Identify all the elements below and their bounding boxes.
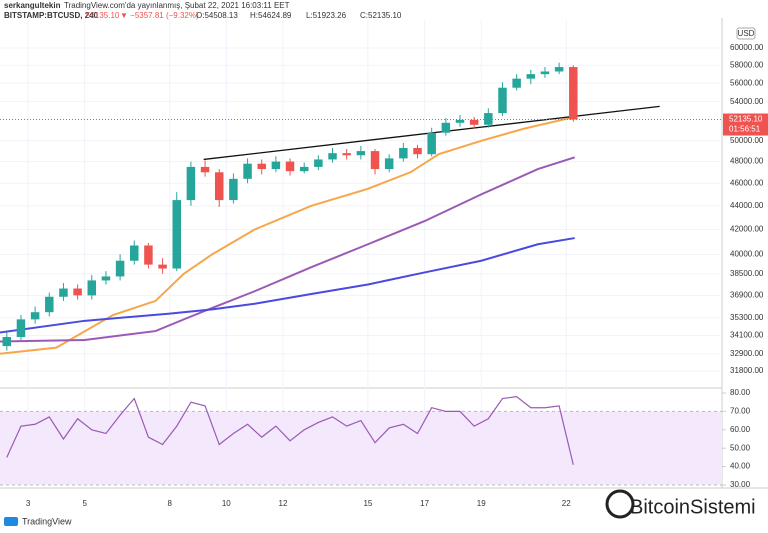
candle-body: [299, 166, 309, 172]
x-tick-label: 19: [477, 499, 486, 508]
candle-body: [73, 288, 82, 296]
change: ▼ −5357.81 (−9.32%): [120, 11, 199, 20]
candle-body: [2, 337, 12, 347]
symbol: BITSTAMP:BTCUSD, 240: [4, 11, 99, 20]
candle-body: [512, 78, 521, 88]
candle-body: [384, 158, 394, 170]
author: serkangultekin: [4, 1, 61, 10]
currency-box: [736, 27, 756, 40]
ohlc-low: L:51923.26: [306, 11, 347, 20]
candle-body: [342, 153, 351, 156]
candle-body: [30, 312, 40, 320]
candle-body: [214, 172, 224, 201]
price-tag-label: 52135.10: [729, 115, 763, 124]
candle-body: [229, 178, 238, 201]
candle-body: [540, 71, 550, 75]
watermark-logo: [605, 489, 635, 519]
y-tick-label: 31800.00: [730, 366, 764, 375]
candle-body: [554, 67, 564, 72]
y-tick-label: 40000.00: [730, 249, 764, 258]
candle-body: [370, 151, 380, 170]
brand-logo: [4, 517, 18, 526]
moving-average: [0, 156, 576, 343]
x-tick-label: 17: [420, 499, 429, 508]
moving-average: [0, 237, 575, 334]
y-tick-label: 56000.00: [730, 78, 764, 87]
ohlc-high: H:54624.89: [250, 11, 292, 20]
candle-body: [469, 119, 479, 125]
y-tick-label: 46000.00: [730, 178, 764, 187]
x-tick-label: 22: [562, 499, 571, 508]
y-tick-label: 42000.00: [730, 225, 764, 234]
candle-body: [314, 159, 323, 167]
y-tick-label: 44000.00: [730, 201, 764, 210]
x-tick-label: 12: [279, 499, 288, 508]
candle-body: [285, 161, 295, 172]
candle-body: [186, 166, 196, 201]
candle-body: [441, 122, 451, 133]
y-tick-label: 32900.00: [730, 349, 764, 358]
y-tick-label: 80.00: [730, 388, 751, 397]
x-tick-label: 10: [222, 499, 231, 508]
y-tick-label: 38500.00: [730, 269, 764, 278]
candle-body: [498, 87, 507, 114]
x-tick-label: 8: [167, 499, 172, 508]
candle-body: [413, 147, 422, 155]
x-tick-label: 5: [82, 499, 87, 508]
candle-body: [328, 153, 337, 160]
candle-body: [144, 245, 153, 265]
currency: USD: [738, 29, 755, 38]
y-tick-label: 36900.00: [730, 290, 764, 299]
candle-body: [115, 260, 125, 277]
candle-body: [455, 119, 465, 123]
candle-body: [158, 264, 167, 269]
y-tick-label: 48000.00: [730, 157, 764, 166]
y-tick-label: 30.00: [730, 480, 751, 489]
last: 52135.10: [86, 11, 120, 20]
candle-body: [271, 161, 281, 170]
y-tick-label: 50000.00: [730, 136, 764, 145]
candle-body: [257, 163, 266, 170]
candle-body: [399, 147, 408, 159]
y-tick-label: 35300.00: [730, 313, 764, 322]
y-tick-label: 54000.00: [730, 97, 764, 106]
candle-body: [243, 163, 252, 179]
candle-body: [59, 288, 68, 297]
x-tick-label: 15: [363, 499, 372, 508]
ohlc-close: C:52135.10: [360, 11, 402, 20]
candle-body: [484, 113, 493, 125]
published: TradingView.com'da yayınlanmış, Şubat 22…: [64, 1, 290, 10]
y-tick-label: 70.00: [730, 407, 751, 416]
countdown: 01:56:51: [729, 125, 761, 134]
candle-body: [101, 276, 111, 281]
ohlc-open: O:54508.13: [196, 11, 238, 20]
candle-body: [172, 200, 181, 269]
moving-average: [0, 115, 575, 355]
watermark: BitcoinSistemi: [630, 496, 756, 518]
candle-body: [526, 74, 536, 79]
rsi-band: [0, 411, 722, 485]
y-tick-label: 34100.00: [730, 331, 764, 340]
candle-body: [87, 280, 97, 296]
candle-body: [45, 296, 54, 313]
x-tick-label: 3: [26, 499, 31, 508]
candle-body: [356, 151, 366, 156]
rsi-line: [6, 396, 574, 465]
candle-body: [16, 319, 26, 338]
y-tick-label: 58000.00: [730, 60, 764, 69]
candle-body: [200, 166, 210, 173]
brand: TradingView: [22, 516, 72, 526]
y-tick-label: 40.00: [730, 462, 751, 471]
candle-body: [130, 245, 139, 261]
y-tick-label: 60000.00: [730, 43, 764, 52]
y-tick-label: 50.00: [730, 443, 751, 452]
y-tick-label: 60.00: [730, 425, 751, 434]
price-tag: [723, 113, 768, 136]
candle-body: [569, 67, 578, 120]
candle-body: [427, 132, 436, 155]
